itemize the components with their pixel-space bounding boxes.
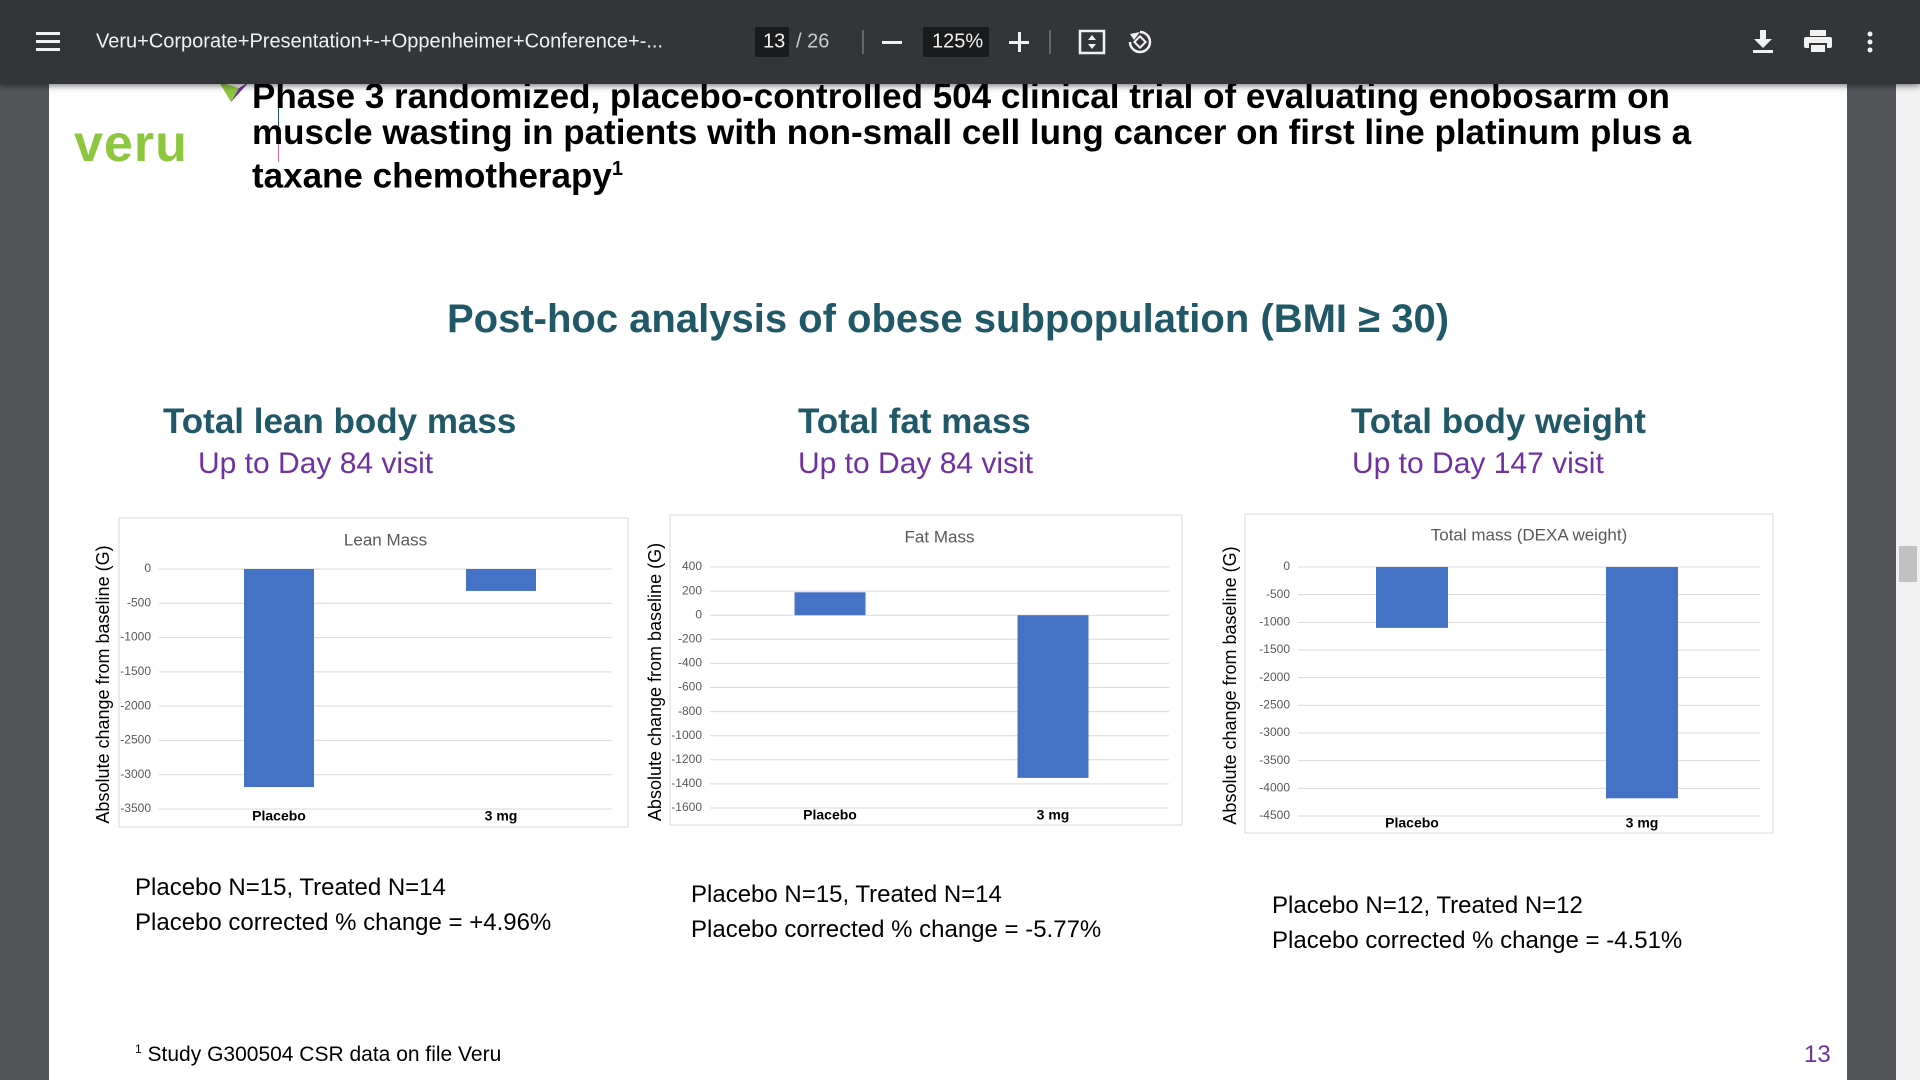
x-tick-label: Placebo bbox=[252, 808, 306, 824]
y-tick-label: -1500 bbox=[1259, 642, 1290, 656]
x-tick-label: 3 mg bbox=[485, 808, 518, 824]
panel-subtitle: Up to Day 147 visit bbox=[1352, 447, 1604, 480]
heading-line: Phase 3 randomized, placebo-controlled 5… bbox=[252, 77, 1670, 116]
y-tick-label: -600 bbox=[678, 680, 702, 694]
y-tick-label: -800 bbox=[678, 704, 702, 718]
panel-note: Placebo N=15, Treated N=14 bbox=[691, 881, 1002, 908]
panel-subtitle: Up to Day 84 visit bbox=[798, 447, 1034, 480]
zoom-level[interactable]: 125% bbox=[932, 30, 984, 53]
y-tick-label: -3500 bbox=[120, 801, 151, 815]
y-tick-label: 0 bbox=[695, 607, 702, 621]
heading-text: taxane chemotherapy bbox=[252, 156, 612, 196]
rotate[interactable] bbox=[1126, 28, 1154, 56]
panel-note: Placebo N=15, Treated N=14 bbox=[135, 874, 446, 901]
y-tick-label: -500 bbox=[1266, 587, 1290, 601]
y-tick-label: -2000 bbox=[1259, 670, 1290, 684]
chart-frame bbox=[669, 514, 1183, 826]
bar bbox=[1376, 567, 1448, 628]
y-tick-label: -400 bbox=[678, 656, 702, 670]
heading-line: muscle wasting in patients with non-smal… bbox=[252, 113, 1692, 152]
logo-mark bbox=[219, 82, 279, 162]
fit-page[interactable] bbox=[1078, 29, 1106, 55]
footnote: 1 Study G300504 CSR data on file Veru bbox=[135, 1042, 501, 1067]
y-tick-label: -4500 bbox=[1259, 808, 1290, 822]
x-tick-label: 3 mg bbox=[1037, 807, 1070, 823]
y-tick-label: -3000 bbox=[120, 767, 151, 781]
x-tick-label: 3 mg bbox=[1626, 815, 1659, 831]
chart-frame bbox=[1244, 513, 1774, 834]
y-tick-label: -1000 bbox=[671, 728, 702, 742]
panel-note: Placebo N=12, Treated N=12 bbox=[1272, 892, 1583, 919]
y-tick-label: 200 bbox=[682, 583, 702, 597]
panel-title: Total fat mass bbox=[798, 402, 1031, 441]
scrollbar[interactable] bbox=[1896, 84, 1920, 1080]
panel-note: Placebo corrected % change = -4.51% bbox=[1272, 927, 1683, 954]
chart-title: Lean Mass bbox=[344, 530, 427, 549]
y-tick-label: -2500 bbox=[120, 733, 151, 747]
y-tick-label: 0 bbox=[144, 561, 151, 575]
bar bbox=[794, 592, 866, 616]
y-tick-label: -1500 bbox=[120, 664, 151, 678]
y-axis-label: Absolute change from baseline (G) bbox=[1220, 546, 1240, 824]
page-input[interactable] bbox=[755, 27, 789, 57]
panel-subtitle: Up to Day 84 visit bbox=[198, 447, 434, 480]
download[interactable] bbox=[1752, 30, 1774, 54]
page-number[interactable]: 13 bbox=[763, 30, 786, 53]
y-axis-label: Absolute change from baseline (G) bbox=[645, 543, 665, 821]
bar bbox=[244, 569, 314, 788]
toolbar: Veru+Corporate+Presentation+-+Oppenheime… bbox=[0, 0, 1920, 84]
bar bbox=[1606, 567, 1678, 799]
y-tick-label: -3500 bbox=[1259, 753, 1290, 767]
panel-title: Total body weight bbox=[1351, 402, 1646, 441]
heading-line: taxane chemotherapy1 bbox=[252, 151, 623, 195]
menu-icon[interactable] bbox=[36, 30, 62, 54]
print[interactable] bbox=[1804, 30, 1832, 54]
chart-frame bbox=[118, 517, 629, 828]
y-tick-label: 400 bbox=[682, 559, 702, 573]
document-title: Veru+Corporate+Presentation+-+Oppenheime… bbox=[96, 30, 664, 53]
page-total: / 26 bbox=[796, 30, 830, 53]
logo: veru bbox=[74, 115, 188, 173]
y-tick-label: -2000 bbox=[120, 698, 151, 712]
y-tick-label: -1600 bbox=[671, 800, 702, 814]
chart-title: Total mass (DEXA weight) bbox=[1431, 525, 1628, 544]
bar bbox=[1017, 615, 1089, 778]
x-tick-label: Placebo bbox=[803, 807, 857, 823]
y-tick-label: -1200 bbox=[671, 752, 702, 766]
slide-page-number: 13 bbox=[1804, 1041, 1831, 1068]
panel-note: Placebo corrected % change = +4.96% bbox=[135, 909, 552, 936]
y-tick-label: 0 bbox=[1283, 559, 1290, 573]
y-axis-label: Absolute change from baseline (G) bbox=[93, 545, 113, 823]
zoom-out[interactable] bbox=[882, 32, 902, 52]
chart-title: Fat Mass bbox=[905, 527, 975, 546]
zoom-input[interactable] bbox=[923, 27, 989, 57]
y-tick-label: -500 bbox=[127, 595, 151, 609]
panel-note: Placebo corrected % change = -5.77% bbox=[691, 916, 1102, 943]
y-tick-label: -200 bbox=[678, 631, 702, 645]
bar bbox=[466, 569, 536, 591]
slide-subtitle: Post-hoc analysis of obese subpopulation… bbox=[446, 297, 1450, 341]
x-tick-label: Placebo bbox=[1385, 815, 1439, 831]
scroll-thumb[interactable] bbox=[1899, 546, 1917, 582]
more-menu[interactable] bbox=[1866, 30, 1874, 54]
zoom-in[interactable] bbox=[1009, 32, 1029, 52]
panel-title: Total lean body mass bbox=[163, 402, 517, 441]
y-tick-label: -1000 bbox=[1259, 615, 1290, 629]
y-tick-label: -3000 bbox=[1259, 725, 1290, 739]
y-tick-label: -2500 bbox=[1259, 698, 1290, 712]
y-tick-label: -1400 bbox=[671, 776, 702, 790]
heading-note: 1 bbox=[611, 158, 623, 180]
footnote-mark: 1 bbox=[135, 1042, 142, 1056]
footnote-text: Study G300504 CSR data on file Veru bbox=[147, 1043, 502, 1066]
y-tick-label: -1000 bbox=[120, 630, 151, 644]
y-tick-label: -4000 bbox=[1259, 781, 1290, 795]
